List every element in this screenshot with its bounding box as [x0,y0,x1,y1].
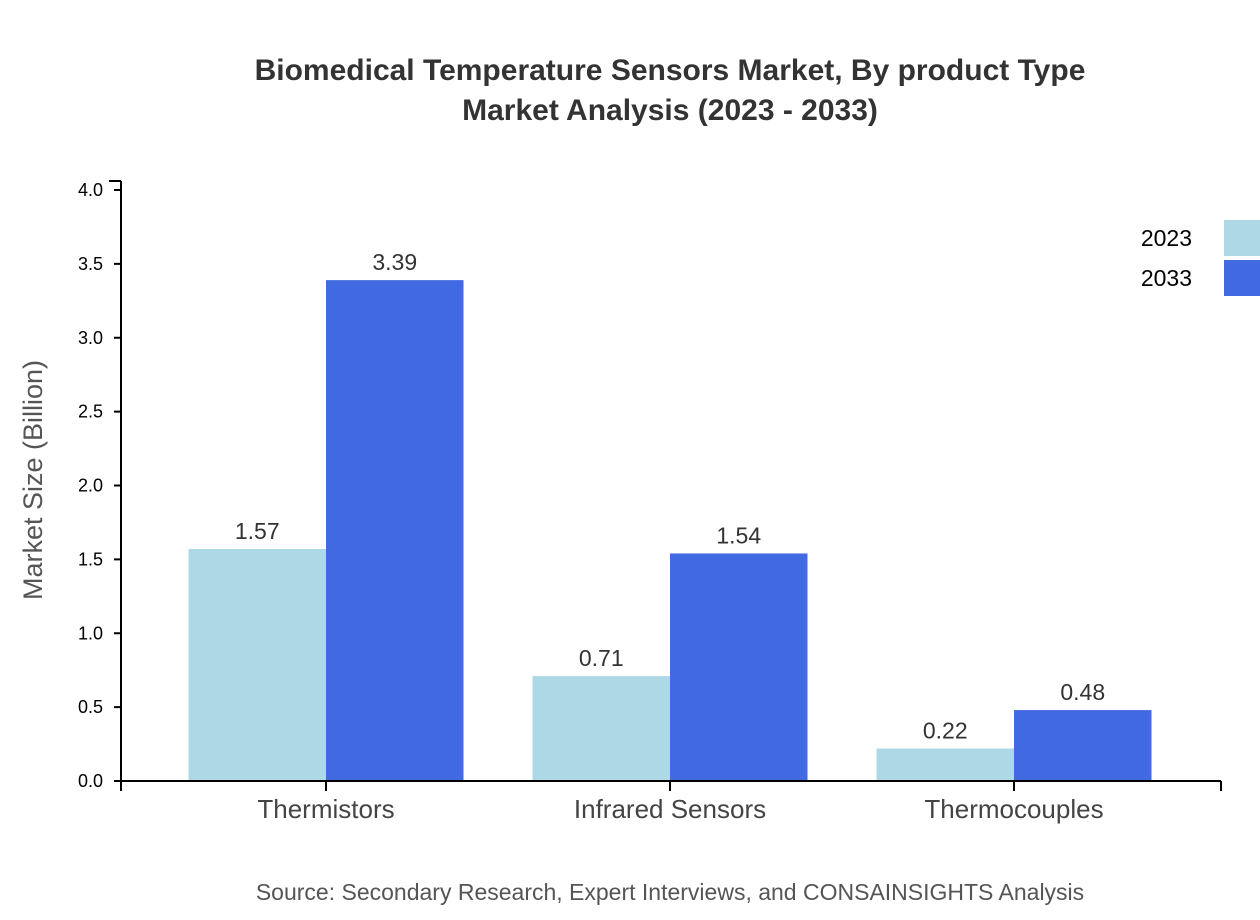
bar-2023 [876,748,1014,781]
chart-title-line1: Biomedical Temperature Sensors Market, B… [255,54,1086,87]
y-tick-label: 2.0 [78,476,103,496]
data-label: 1.54 [716,522,761,548]
legend-label: 2023 [1141,225,1192,251]
axes-group: 0.0 0.5 1.0 1.5 2.0 2.5 3.0 3.5 4.0 Thermistors In… [78,180,1222,824]
bar-2033 [670,553,808,781]
x-tick-label: Thermistors [257,794,394,824]
y-axis-label: Market Size (Billion) [18,360,48,600]
y-tick-label: 1.5 [78,549,103,569]
legend-label: 2033 [1141,265,1192,291]
y-tick-label: 0.5 [78,697,103,717]
y-tick-label: 3.5 [78,254,103,274]
y-tick-label: 2.5 [78,402,103,422]
legend: 2023 2033 [1141,220,1260,296]
legend-swatch-2023 [1224,220,1260,256]
bar-2023 [188,549,326,781]
bar-2033 [326,280,464,781]
legend-swatch-2033 [1224,260,1260,296]
chart-title-line2: Market Analysis (2023 - 2033) [462,94,878,127]
data-label: 1.57 [235,518,280,544]
data-label: 3.39 [372,249,417,275]
x-tick-label: Thermocouples [924,794,1103,824]
bar-2023 [532,676,670,781]
y-tick-label: 3.0 [78,328,103,348]
bar-2033 [1014,710,1152,781]
x-tick-label: Infrared Sensors [574,794,766,824]
bars-group: 1.57 3.39 0.71 1.54 0.22 0.48 [188,249,1152,781]
data-label: 0.71 [579,645,624,671]
source-note: Source: Secondary Research, Expert Inter… [256,879,1084,905]
y-tick-label: 4.0 [78,180,103,200]
data-label: 0.48 [1060,679,1105,705]
data-label: 0.22 [923,717,968,743]
y-tick-label: 0.0 [78,771,103,791]
y-tick-label: 1.0 [78,623,103,643]
